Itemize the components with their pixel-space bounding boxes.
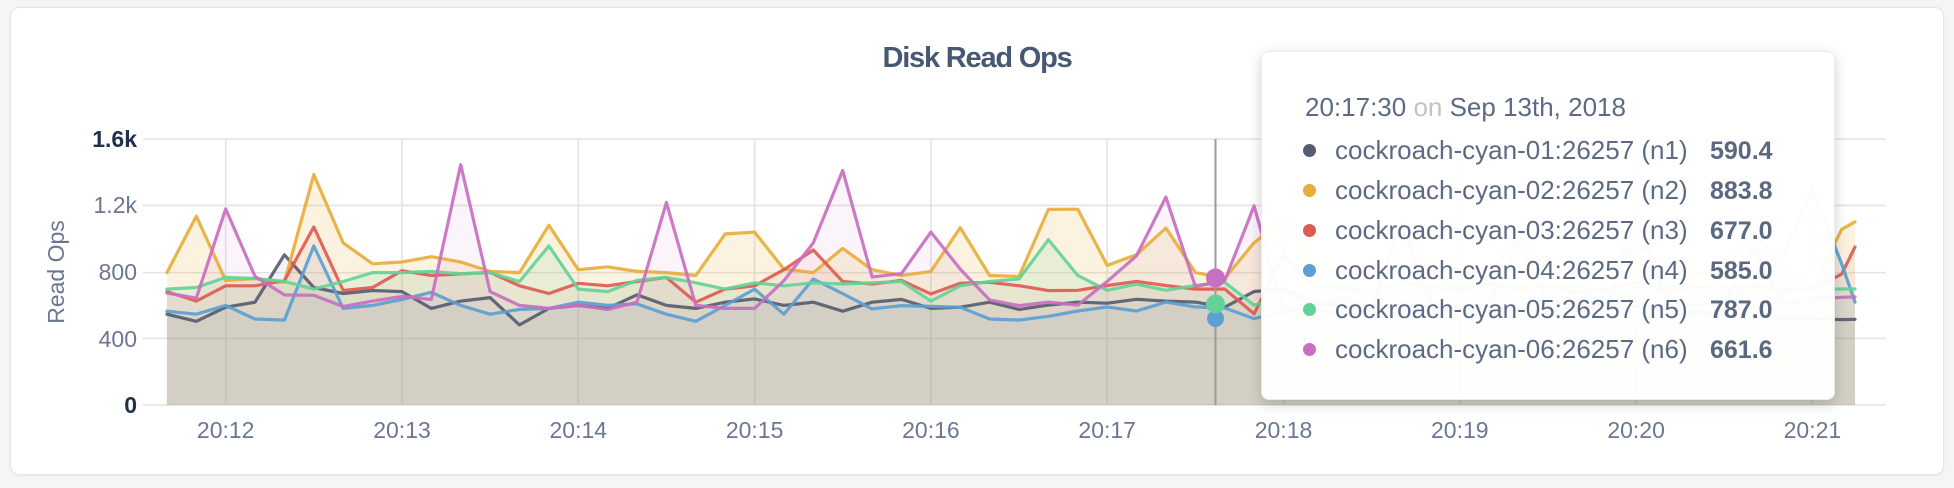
svg-text:0: 0: [124, 392, 137, 418]
svg-text:20:13: 20:13: [373, 417, 431, 443]
svg-text:Read Ops: Read Ops: [43, 220, 69, 324]
svg-text:1.2k: 1.2k: [94, 192, 138, 218]
svg-text:800: 800: [99, 259, 137, 285]
svg-text:20:21: 20:21: [1784, 417, 1842, 443]
svg-text:20:18: 20:18: [1255, 417, 1313, 443]
svg-text:400: 400: [99, 326, 137, 352]
svg-text:20:17: 20:17: [1078, 417, 1136, 443]
svg-text:20:16: 20:16: [902, 417, 960, 443]
svg-text:20:14: 20:14: [550, 417, 608, 443]
svg-text:20:19: 20:19: [1431, 417, 1489, 443]
svg-text:20:15: 20:15: [726, 417, 784, 443]
svg-text:20:12: 20:12: [197, 417, 255, 443]
svg-text:1.6k: 1.6k: [92, 126, 137, 152]
svg-text:20:20: 20:20: [1607, 417, 1665, 443]
